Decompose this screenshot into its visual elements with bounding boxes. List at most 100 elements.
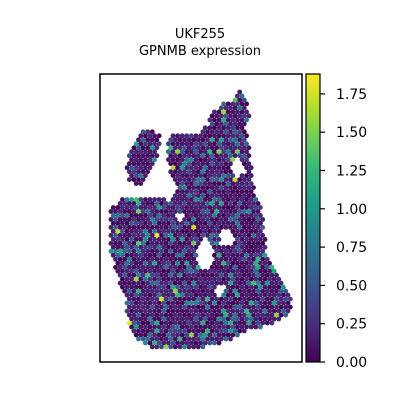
spot <box>191 177 197 183</box>
spot <box>191 248 197 254</box>
spot <box>122 233 128 238</box>
spot <box>170 149 176 155</box>
spot <box>230 308 236 314</box>
spot <box>147 340 153 346</box>
spot <box>253 324 259 330</box>
spot <box>172 217 178 222</box>
spot <box>136 312 141 318</box>
spot <box>184 157 190 163</box>
spot <box>159 336 164 342</box>
spot <box>177 248 183 254</box>
spot <box>198 284 204 290</box>
spot <box>182 201 187 206</box>
spot <box>216 276 222 282</box>
spot <box>115 205 121 210</box>
spot <box>140 217 146 222</box>
spot <box>216 109 222 115</box>
spot <box>248 237 254 242</box>
spot <box>207 284 213 290</box>
spot <box>228 177 233 183</box>
spot <box>209 241 215 246</box>
spot <box>232 177 238 183</box>
spot <box>214 217 220 222</box>
spot <box>239 173 245 179</box>
spot <box>214 169 220 175</box>
spot <box>136 248 141 254</box>
spot <box>244 181 250 187</box>
spot <box>214 209 220 214</box>
spot <box>149 209 155 214</box>
spot <box>175 237 181 242</box>
spot <box>149 241 155 246</box>
spot <box>216 181 222 187</box>
spot <box>149 312 155 318</box>
spot <box>140 201 146 206</box>
spot <box>271 268 277 274</box>
spot <box>200 328 206 334</box>
spot <box>223 201 229 206</box>
spot <box>172 336 178 342</box>
spot <box>177 185 183 191</box>
spot <box>184 221 190 226</box>
spot <box>258 276 263 282</box>
spot <box>253 276 259 282</box>
spot <box>156 292 162 298</box>
spot <box>191 209 197 214</box>
spot <box>189 276 194 282</box>
spot <box>232 129 238 135</box>
spot <box>179 189 185 195</box>
spot <box>186 225 192 230</box>
spot <box>216 244 222 250</box>
spot <box>179 316 185 322</box>
spot <box>161 237 167 242</box>
spot <box>108 248 114 254</box>
spot <box>147 165 153 171</box>
spot <box>262 292 268 298</box>
spot <box>133 292 139 298</box>
spot <box>255 256 261 262</box>
spot <box>218 256 224 262</box>
spot <box>149 344 155 350</box>
spot <box>145 288 151 294</box>
spot <box>108 225 114 230</box>
spot <box>133 205 139 210</box>
spot <box>230 213 236 218</box>
spot <box>186 248 192 254</box>
spot <box>278 280 284 286</box>
spot <box>184 181 190 187</box>
spot <box>200 217 206 222</box>
spot <box>202 189 208 195</box>
spot <box>195 153 201 159</box>
spot <box>255 272 261 278</box>
spot <box>209 288 215 294</box>
spot <box>202 213 208 218</box>
spot <box>175 181 181 187</box>
spot <box>154 201 160 206</box>
spot <box>225 205 231 210</box>
spot <box>120 252 125 258</box>
spot <box>214 328 220 334</box>
spot <box>172 153 178 159</box>
spot <box>264 256 270 262</box>
spot <box>193 332 199 338</box>
spot <box>283 288 289 294</box>
spot <box>170 197 176 202</box>
spot <box>258 292 263 298</box>
spot <box>126 241 132 246</box>
spot <box>230 332 236 338</box>
spot <box>246 145 252 151</box>
spot <box>175 252 181 258</box>
spot <box>138 221 144 226</box>
spot <box>218 113 224 119</box>
spot <box>218 137 224 143</box>
spot <box>228 248 233 254</box>
spot <box>251 241 256 246</box>
spot <box>129 205 135 210</box>
spot <box>200 304 206 310</box>
spot <box>276 276 282 282</box>
spot <box>198 149 204 155</box>
spot <box>235 252 240 258</box>
spot <box>186 185 192 191</box>
spot <box>186 328 192 334</box>
spot <box>195 185 201 191</box>
